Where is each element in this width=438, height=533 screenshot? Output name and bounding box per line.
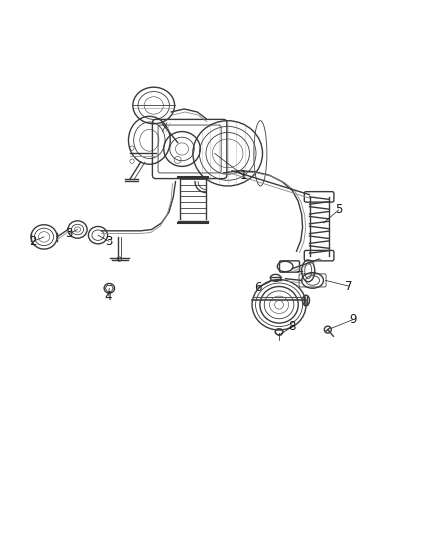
Text: 9: 9 — [349, 313, 357, 326]
Text: 8: 8 — [289, 320, 296, 333]
Text: 3: 3 — [105, 235, 113, 248]
Text: 6: 6 — [254, 281, 262, 294]
Text: 2: 2 — [29, 235, 37, 248]
Text: 1: 1 — [239, 168, 247, 182]
Text: 4: 4 — [104, 289, 112, 303]
Text: 3: 3 — [65, 228, 73, 240]
Text: 5: 5 — [335, 204, 343, 216]
Text: 7: 7 — [345, 280, 353, 293]
